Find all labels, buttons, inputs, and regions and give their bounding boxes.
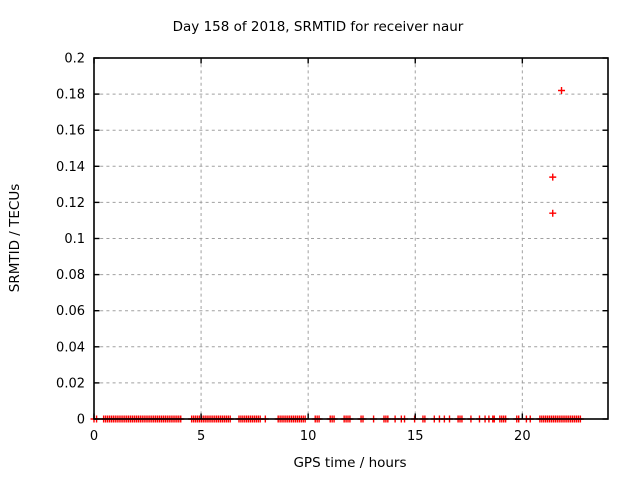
y-tick-label: 0.2	[64, 52, 85, 67]
data-point-marker	[558, 86, 566, 94]
data-point-marker	[549, 209, 557, 217]
y-tick-label: 0.12	[56, 196, 85, 211]
x-tick-label: 20	[514, 429, 531, 444]
chart-title: Day 158 of 2018, SRMTID for receiver nau…	[173, 19, 464, 35]
tick-labels: 0 5 10 15 20 0 0.02 0.04 0.06 0.08 0.1 0.12 0.14 0.16…	[56, 52, 531, 445]
grid-lines	[94, 58, 608, 419]
x-tick-label: 10	[300, 429, 317, 444]
y-axis-label: SRMTID / TECUs	[7, 184, 23, 292]
y-tick-label: 0.06	[56, 304, 85, 319]
x-axis-label: GPS time / hours	[293, 455, 406, 471]
y-tick-label: 0.08	[56, 268, 85, 283]
plot-border-and-ticks	[93, 57, 609, 420]
y-tick-label: 0.1	[64, 232, 85, 247]
data-points-layer	[90, 86, 584, 423]
data-point-marker	[549, 173, 557, 181]
y-tick-label: 0.14	[56, 160, 85, 175]
y-tick-label: 0.04	[56, 340, 85, 355]
y-tick-label: 0.16	[56, 124, 85, 139]
y-tick-label: 0.18	[56, 88, 85, 103]
x-tick-label: 15	[407, 429, 424, 444]
y-tick-label: 0.02	[56, 376, 85, 391]
x-tick-label: 0	[90, 429, 98, 444]
x-tick-label: 5	[197, 429, 205, 444]
y-tick-label: 0	[77, 413, 85, 428]
